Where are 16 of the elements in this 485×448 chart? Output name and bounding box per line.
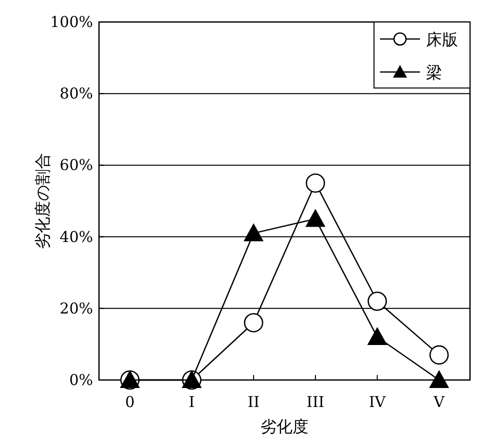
y-tick-label: 40%: [60, 228, 93, 246]
x-tick-label: I: [188, 393, 195, 411]
y-tick-label: 100%: [50, 13, 93, 31]
y-tick-label: 60%: [60, 156, 93, 174]
x-tick-label: IV: [368, 393, 387, 411]
y-tick-label: 0%: [69, 371, 93, 389]
x-tick-label: V: [432, 393, 446, 411]
legend-label: 梁: [426, 63, 442, 82]
y-axis-title: 劣化度の割合: [33, 153, 52, 249]
y-tick-label: 20%: [60, 299, 93, 318]
x-tick-label: 0: [125, 393, 135, 411]
x-tick-label: III: [306, 393, 324, 411]
legend-label: 床版: [426, 30, 458, 49]
x-axis-title: 劣化度: [260, 417, 308, 436]
x-tick-label: II: [248, 393, 260, 411]
y-tick-label: 80%: [60, 84, 93, 103]
